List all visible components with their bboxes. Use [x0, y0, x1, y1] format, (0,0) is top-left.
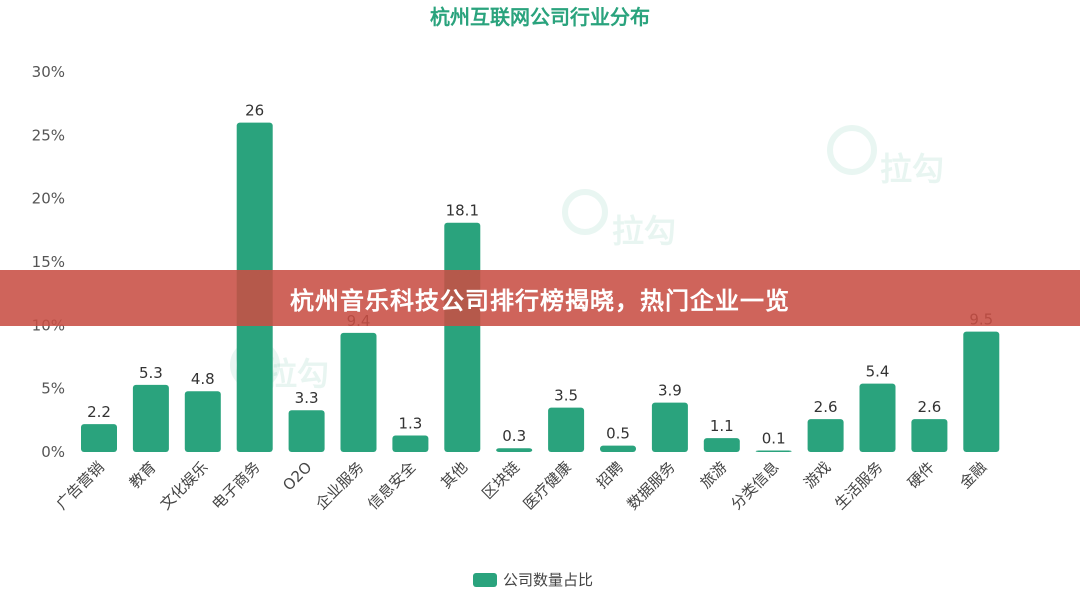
bar[interactable] [911, 419, 948, 452]
bar[interactable] [859, 383, 896, 452]
data-label: 26 [245, 102, 264, 120]
bar[interactable] [651, 402, 688, 452]
category-label: O2O [279, 458, 315, 494]
category-label: 游戏 [800, 458, 834, 492]
bar[interactable] [496, 448, 533, 452]
category-label: 数据服务 [624, 458, 679, 513]
legend[interactable]: 公司数量占比 [473, 571, 593, 589]
data-label: 3.5 [554, 387, 578, 405]
bar[interactable] [548, 407, 585, 452]
y-tick-label: 20% [32, 190, 65, 208]
y-tick-label: 30% [32, 63, 65, 81]
y-axis: 0%5%10%15%20%25%30% [32, 63, 65, 461]
data-label: 0.5 [606, 425, 630, 443]
bars-group [81, 122, 1000, 453]
data-label: 2.6 [814, 398, 838, 416]
watermark-text-1: 拉勾 [612, 212, 676, 250]
bar[interactable] [184, 391, 221, 452]
data-label: 1.1 [710, 417, 734, 435]
category-label: 企业服务 [312, 458, 367, 513]
category-label: 文化娱乐 [156, 458, 211, 513]
category-label: 教育 [126, 458, 160, 492]
category-label: 其他 [437, 458, 471, 492]
category-label: 金融 [956, 458, 990, 492]
data-label: 1.3 [398, 415, 422, 433]
watermark-text-3: 拉勾 [265, 355, 329, 393]
data-label: 5.3 [139, 364, 163, 382]
y-tick-label: 25% [32, 126, 65, 144]
category-label: 信息安全 [364, 458, 419, 513]
banner-text: 杭州音乐科技公司排行榜揭晓，热门企业一览 [290, 286, 790, 315]
data-label: 2.2 [87, 403, 111, 421]
category-label: 硬件 [904, 458, 938, 492]
category-label: 电子商务 [208, 458, 263, 513]
y-tick-label: 5% [41, 380, 65, 398]
category-label: 广告营销 [53, 458, 108, 513]
category-label: 生活服务 [831, 458, 886, 513]
watermark-text-2: 拉勾 [880, 150, 944, 188]
bar[interactable] [600, 445, 636, 452]
bar[interactable] [807, 419, 844, 452]
bar[interactable] [288, 410, 325, 452]
data-label: 4.8 [191, 370, 215, 388]
data-label: 2.6 [917, 398, 941, 416]
y-tick-label: 0% [41, 443, 65, 461]
data-label: 5.4 [866, 363, 890, 381]
category-label: 区块链 [478, 458, 523, 503]
watermark-logo-1: 拉勾 [562, 189, 676, 250]
data-label: 18.1 [446, 202, 479, 220]
bar[interactable] [703, 438, 740, 452]
bar[interactable] [81, 424, 117, 452]
data-label: 0.3 [502, 427, 526, 445]
category-label: 医疗健康 [520, 458, 575, 513]
data-label: 3.3 [295, 389, 319, 407]
legend-swatch [473, 573, 497, 587]
bar[interactable] [340, 332, 377, 452]
watermark-logo-2: 拉勾 [827, 125, 944, 188]
category-label: 招聘 [593, 458, 627, 492]
data-label: 0.1 [762, 430, 786, 448]
bar[interactable] [755, 450, 792, 453]
data-label: 3.9 [658, 382, 682, 400]
category-label: 分类信息 [727, 458, 782, 513]
category-label: 旅游 [697, 458, 731, 492]
bar[interactable] [132, 384, 169, 452]
headline-banner: 杭州音乐科技公司排行榜揭晓，热门企业一览 [0, 270, 1080, 326]
chart-title: 杭州互联网公司行业分布 [430, 5, 650, 29]
bar[interactable] [392, 435, 429, 452]
y-tick-label: 15% [32, 253, 65, 271]
bar[interactable] [963, 331, 1000, 452]
bar[interactable] [444, 222, 481, 452]
legend-label: 公司数量占比 [503, 571, 593, 589]
